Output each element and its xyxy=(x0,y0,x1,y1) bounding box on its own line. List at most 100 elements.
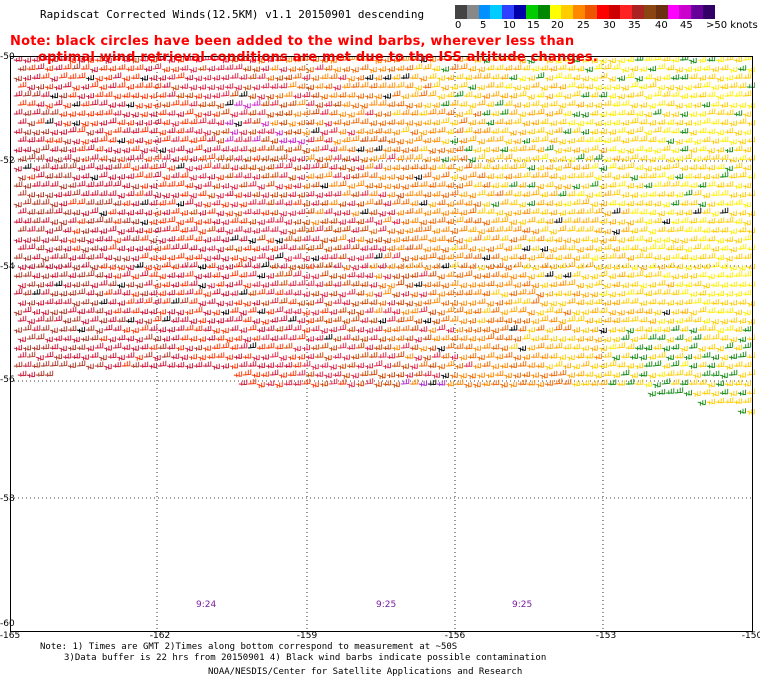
wind-barb xyxy=(589,291,598,298)
wind-barb xyxy=(323,246,332,253)
wind-barb xyxy=(458,191,468,198)
wind-barb xyxy=(409,291,418,298)
wind-barb xyxy=(557,174,566,181)
wind-barb xyxy=(166,74,176,81)
wind-barb xyxy=(557,155,566,162)
wind-barb xyxy=(53,137,63,144)
wind-barb xyxy=(107,65,117,72)
wind-barb xyxy=(440,66,449,73)
wind-barb xyxy=(143,245,153,252)
wind-barb xyxy=(737,299,747,306)
wind-barb xyxy=(593,102,602,109)
wind-barb xyxy=(566,297,576,304)
wind-barb xyxy=(215,317,225,324)
wind-barb xyxy=(332,352,342,359)
wind-barb xyxy=(332,244,342,251)
wind-barb xyxy=(598,183,607,190)
wind-barb xyxy=(80,63,90,70)
wind-barb xyxy=(427,148,436,155)
wind-barb xyxy=(503,83,513,90)
wind-barb xyxy=(85,110,95,117)
wind-barb xyxy=(377,336,386,343)
wind-barb xyxy=(737,243,747,250)
wind-barb xyxy=(278,192,287,199)
wind-barb xyxy=(184,270,194,277)
colorbar-segment xyxy=(655,5,668,19)
wind-barb xyxy=(422,246,431,253)
wind-barb xyxy=(440,300,449,307)
wind-barb xyxy=(674,102,683,109)
wind-barb xyxy=(229,290,239,297)
wind-barb xyxy=(85,162,95,169)
wind-barb xyxy=(229,270,239,277)
wind-barb xyxy=(13,56,23,62)
wind-barb xyxy=(85,130,94,136)
wind-barb xyxy=(499,362,509,369)
wind-barb xyxy=(305,280,315,287)
wind-barb xyxy=(521,227,531,234)
wind-barb xyxy=(620,262,630,269)
wind-barb xyxy=(377,373,386,380)
wind-barb xyxy=(260,300,269,307)
wind-barb xyxy=(656,243,666,250)
wind-barb xyxy=(157,217,167,224)
wind-barb xyxy=(404,190,414,197)
wind-barb xyxy=(359,245,369,252)
wind-barb xyxy=(472,57,481,64)
wind-barb xyxy=(26,84,35,91)
wind-barb xyxy=(589,162,599,169)
wind-barb xyxy=(634,379,644,386)
wind-barb xyxy=(161,192,170,199)
note-line-1: Note: black circles have been added to t… xyxy=(10,34,575,49)
wind-barb xyxy=(40,72,50,79)
wind-barb xyxy=(598,218,608,225)
wind-barb xyxy=(521,171,531,178)
wind-barb xyxy=(661,74,671,81)
wind-barb xyxy=(562,324,572,331)
wind-barb xyxy=(364,378,374,385)
wind-barb xyxy=(562,343,572,350)
wind-barb xyxy=(314,352,324,359)
wind-barb xyxy=(418,291,427,298)
wind-barb xyxy=(580,253,590,260)
wind-barb xyxy=(436,93,445,100)
wind-barb xyxy=(562,217,572,224)
wind-barb xyxy=(274,199,284,206)
wind-barb xyxy=(242,369,252,376)
wind-barb xyxy=(89,174,98,181)
wind-barb xyxy=(706,398,716,405)
wind-barb xyxy=(472,308,482,314)
wind-barb xyxy=(386,82,396,89)
wind-barb xyxy=(683,281,693,288)
wind-barb xyxy=(481,73,491,79)
wind-barb xyxy=(355,109,365,116)
wind-barb xyxy=(256,382,265,389)
wind-barb xyxy=(724,380,734,387)
wind-barb xyxy=(656,171,666,178)
wind-barb xyxy=(139,163,149,170)
wind-barb xyxy=(625,200,635,207)
wind-barb xyxy=(188,174,197,181)
wind-barb xyxy=(701,154,711,161)
wind-barb xyxy=(436,310,445,316)
wind-barb xyxy=(53,298,63,305)
wind-barb xyxy=(197,135,207,142)
wind-barb xyxy=(94,199,104,206)
wind-barb xyxy=(197,317,207,324)
wind-barb xyxy=(337,379,347,386)
wind-barb xyxy=(283,289,293,296)
wind-barb xyxy=(625,162,635,169)
wind-barb xyxy=(728,172,738,179)
wind-barb xyxy=(458,174,467,181)
wind-barb xyxy=(224,228,233,235)
wind-barb xyxy=(607,343,617,350)
wind-barb xyxy=(526,288,536,295)
wind-barb xyxy=(269,369,279,376)
wind-barb xyxy=(332,262,342,269)
wind-barb xyxy=(728,156,737,163)
wind-barb xyxy=(242,191,252,198)
wind-barb xyxy=(166,91,176,98)
wind-barb xyxy=(211,92,221,99)
wind-barb xyxy=(733,379,743,386)
wind-barb xyxy=(22,57,31,64)
